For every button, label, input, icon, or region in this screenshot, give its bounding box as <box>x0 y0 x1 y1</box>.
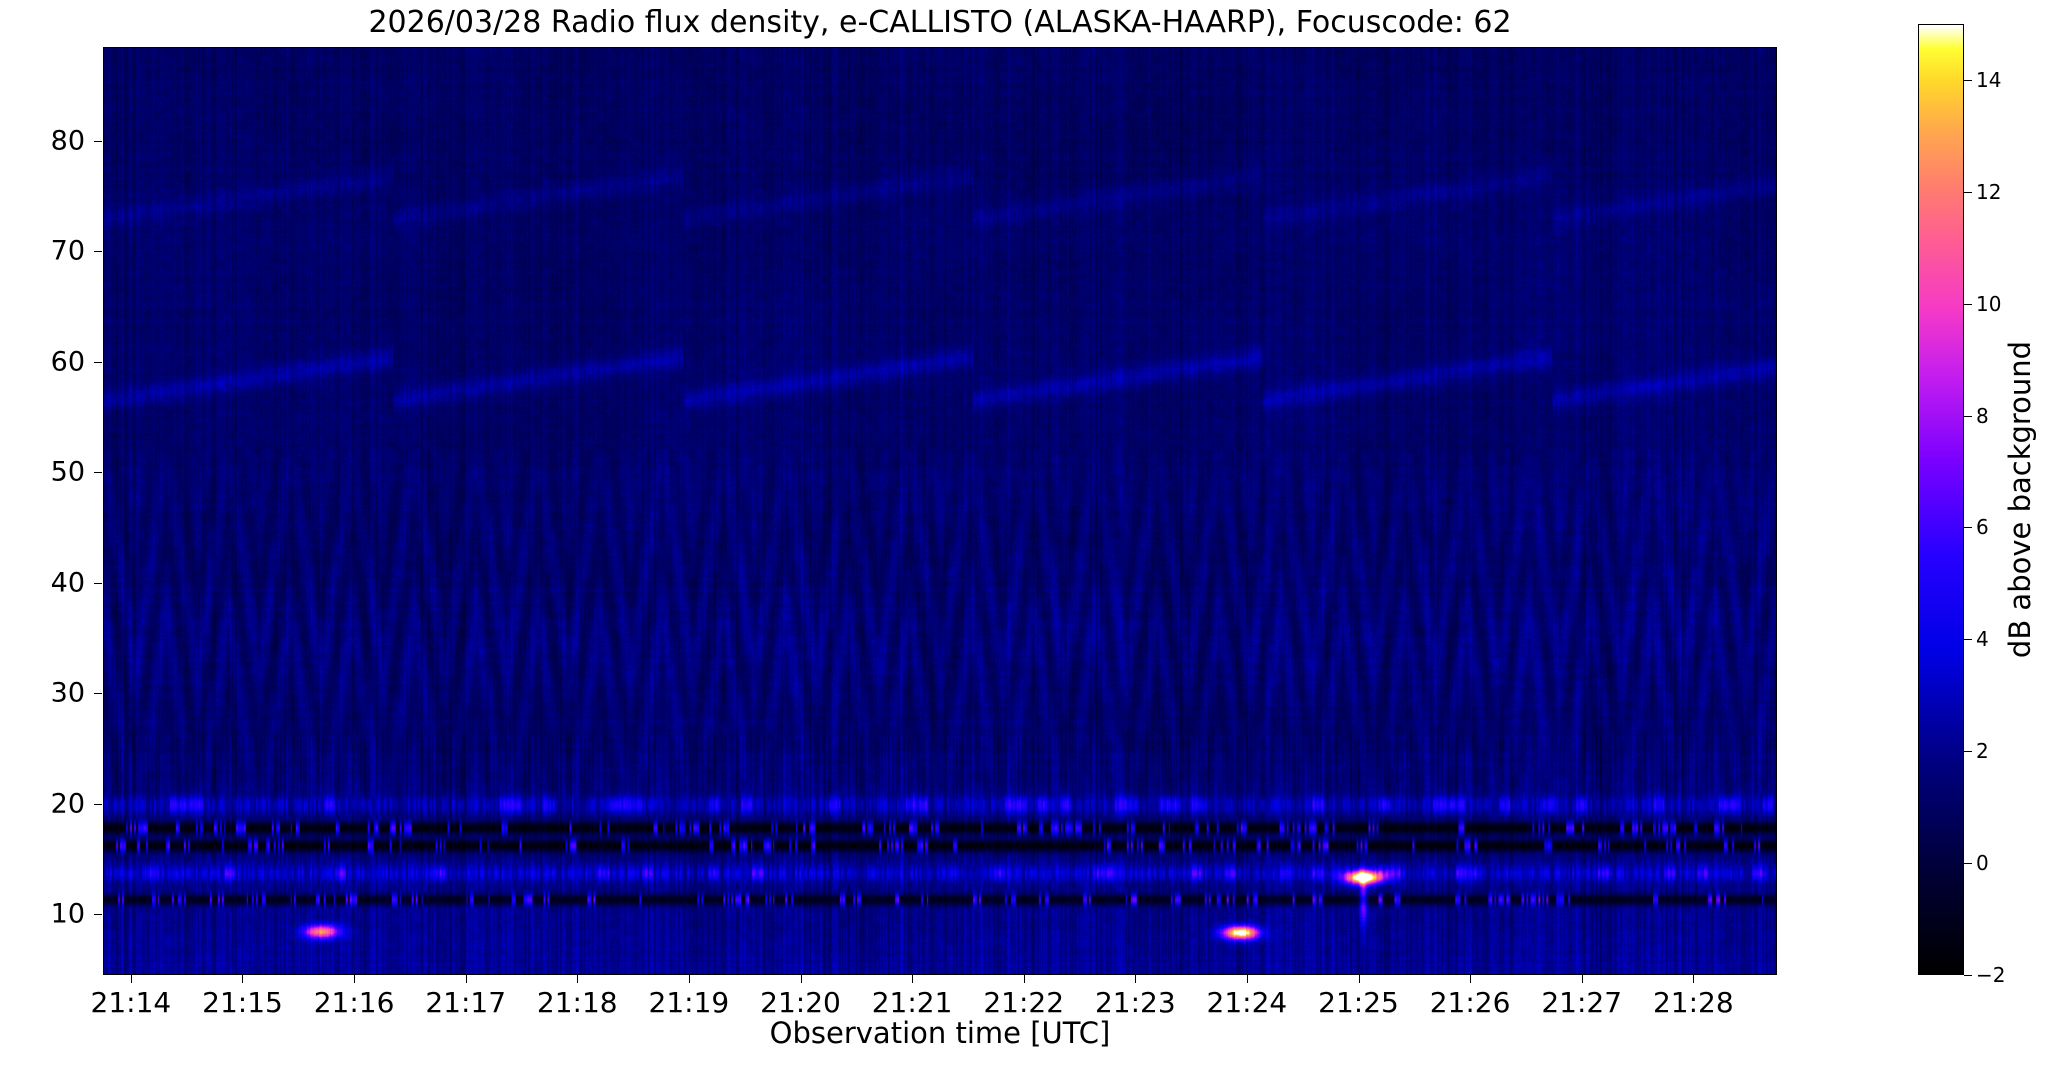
y-tick-label: 10 <box>50 898 85 930</box>
x-tick-mark <box>912 975 914 983</box>
y-tick-label: 70 <box>50 235 85 267</box>
x-tick-mark <box>130 975 132 983</box>
x-tick-label: 21:20 <box>760 986 841 1019</box>
colorbar-tick-label: 0 <box>1976 851 1989 876</box>
colorbar-tick-mark <box>1964 415 1972 417</box>
x-tick-label: 21:18 <box>536 986 618 1019</box>
x-tick-label: 21:24 <box>1206 986 1288 1019</box>
colorbar-tick-mark <box>1964 863 1972 865</box>
colorbar: 14 12 10 8 6 4 2 0 −2 <box>1918 24 2005 985</box>
y-tick-mark <box>94 472 102 474</box>
y-tick-mark <box>94 582 102 584</box>
colorbar-tick-label: 4 <box>1976 627 1989 652</box>
x-tick-label: 21:22 <box>983 986 1065 1019</box>
colorbar-tick-mark <box>1964 191 1972 193</box>
y-tick-mark <box>94 361 102 363</box>
y-tick-label: 80 <box>50 125 85 157</box>
spectrogram-axes <box>103 47 1777 975</box>
x-tick-mark <box>1023 975 1025 983</box>
colorbar-tick-label: 6 <box>1976 515 1989 540</box>
y-tick-label: 40 <box>50 567 85 599</box>
y-tick-mark <box>94 803 102 805</box>
x-tick-label: 21:26 <box>1429 986 1511 1019</box>
y-tick-mark <box>94 914 102 916</box>
colorbar-tick-mark <box>1964 79 1972 81</box>
x-tick-label: 21:15 <box>202 986 283 1019</box>
colorbar-tick-mark <box>1964 751 1972 753</box>
x-tick-label: 21:16 <box>313 986 395 1019</box>
y-tick-label: 50 <box>50 456 85 488</box>
x-tick-mark <box>577 975 579 983</box>
colorbar-tick-label: 14 <box>1976 67 2002 92</box>
y-tick-mark <box>94 251 102 253</box>
figure-title: 2026/03/28 Radio flux density, e-CALLIST… <box>368 5 1512 40</box>
colorbar-tick-label: 10 <box>1976 291 2002 316</box>
x-tick-mark <box>354 975 356 983</box>
x-tick-mark <box>1693 975 1695 983</box>
x-tick-label: 21:21 <box>871 986 953 1019</box>
x-tick-mark <box>1246 975 1248 983</box>
x-tick-mark <box>1358 975 1360 983</box>
x-tick-mark <box>465 975 467 983</box>
colorbar-tick-mark <box>1964 975 1972 976</box>
colorbar-tick-label: 12 <box>1976 179 2002 204</box>
colorbar-tick-mark <box>1964 639 1972 641</box>
colorbar-tick-mark <box>1964 527 1972 529</box>
x-tick-mark <box>800 975 802 983</box>
x-tick-label: 21:23 <box>1094 986 1176 1019</box>
x-tick-label: 21:25 <box>1318 986 1399 1019</box>
y-tick-label: 20 <box>50 788 85 820</box>
x-tick-mark <box>688 975 690 983</box>
x-tick-mark <box>242 975 244 983</box>
x-axis-title: Observation time [UTC] <box>769 1016 1111 1050</box>
colorbar-tick-mark <box>1964 303 1972 305</box>
colorbar-tick-label: 8 <box>1976 403 1989 428</box>
y-tick-mark <box>94 140 102 142</box>
colorbar-title: dB above background <box>2003 340 2037 659</box>
x-tick-label: 21:17 <box>425 986 507 1019</box>
colorbar-title-host: dB above background <box>2000 24 2040 975</box>
x-tick-mark <box>1135 975 1137 983</box>
x-tick-label: 21:19 <box>648 986 730 1019</box>
x-tick-label: 21:28 <box>1652 986 1734 1019</box>
colorbar-tick-label: −2 <box>1976 963 2006 987</box>
x-tick-mark <box>1581 975 1583 983</box>
x-tick-mark <box>1470 975 1472 983</box>
x-tick-label: 21:14 <box>90 986 172 1019</box>
y-tick-mark <box>94 693 102 695</box>
y-tick-label: 60 <box>50 346 85 378</box>
colorbar-tick-label: 2 <box>1976 739 1989 764</box>
x-tick-label: 21:27 <box>1541 986 1623 1019</box>
spectrogram-heatmap <box>104 48 1776 974</box>
y-tick-label: 30 <box>50 677 85 709</box>
colorbar-gradient <box>1918 24 1964 975</box>
